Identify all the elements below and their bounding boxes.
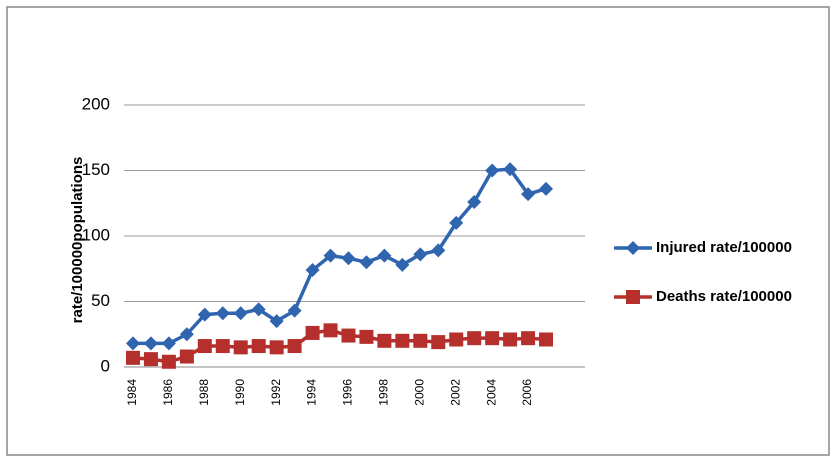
data-point [413,247,428,262]
data-point [215,306,230,321]
data-point [197,339,212,354]
data-point [323,248,338,263]
data-point [431,243,446,258]
data-point [323,323,338,338]
data-point [251,339,266,354]
x-tick-label: 1986 [161,379,175,406]
data-point [521,331,536,346]
x-tick-label: 2002 [448,379,462,406]
y-tick-label: 0 [101,356,110,375]
data-point [161,336,176,351]
data-point [233,306,248,321]
data-point [269,314,284,329]
data-point [503,162,518,177]
data-point [521,187,536,202]
data-point [179,327,194,342]
data-point [359,329,374,344]
legend-label: Injured rate/100000 [656,239,792,256]
x-tick-label: 2004 [484,379,498,406]
data-point [467,194,482,209]
data-point [161,354,176,369]
y-tick-label: 50 [91,291,110,310]
data-point [125,350,140,365]
data-point [413,333,428,348]
data-point [197,307,212,322]
x-tick-label: 1998 [377,379,391,406]
data-point [287,303,302,318]
data-point [143,336,158,351]
y-axis-title: rate/100000populations [69,157,86,324]
x-tick-label: 1984 [125,379,139,406]
data-point [287,339,302,354]
chart-frame [6,6,830,456]
y-tick-label: 200 [82,94,110,113]
data-point [143,352,158,367]
data-point [377,333,392,348]
data-point [269,340,284,355]
data-point [395,257,410,272]
x-tick-label: 1990 [233,379,247,406]
data-point [305,325,320,340]
data-point [341,251,356,266]
y-tick-label: 150 [82,160,110,179]
data-point [215,339,230,354]
data-point [539,181,554,196]
data-point [341,328,356,343]
legend-label: Deaths rate/100000 [656,288,792,305]
data-point [251,302,266,317]
data-point [431,335,446,350]
legend-marker [626,290,640,304]
data-point [233,340,248,355]
data-point [449,332,464,347]
data-point [125,336,140,351]
legend-marker [626,241,640,255]
x-tick-label: 2006 [520,379,534,406]
data-point [395,333,410,348]
data-point [539,332,554,347]
x-tick-label: 2000 [412,379,426,406]
x-tick-label: 1996 [341,379,355,406]
data-point [377,248,392,263]
x-tick-label: 1992 [269,379,283,406]
x-tick-label: 1994 [305,379,319,406]
y-tick-label: 100 [82,225,110,244]
data-point [503,332,518,347]
data-point [305,263,320,278]
data-point [359,255,374,270]
data-point [179,349,194,364]
x-tick-label: 1988 [197,379,211,406]
data-point [449,215,464,230]
data-point [467,331,482,346]
data-point [485,163,500,178]
data-point [485,331,500,346]
